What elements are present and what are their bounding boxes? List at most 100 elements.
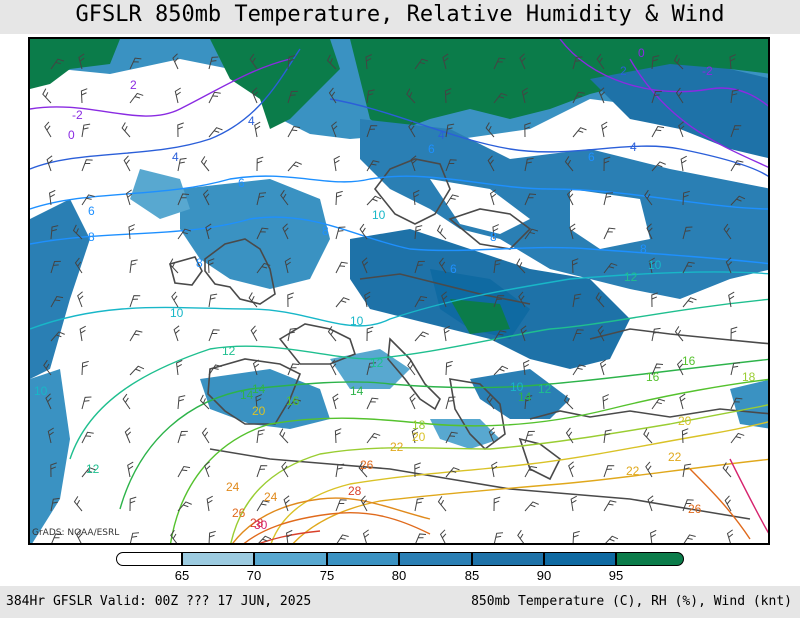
wind-barb bbox=[208, 56, 219, 70]
wind-barb bbox=[603, 227, 616, 240]
legend-threshold-label: 85 bbox=[464, 568, 480, 583]
wind-barb bbox=[599, 359, 607, 376]
wind-barb bbox=[366, 89, 375, 104]
wind-barb bbox=[74, 257, 83, 274]
wind-barb bbox=[129, 259, 138, 274]
wind-barb bbox=[177, 395, 186, 410]
wind-barb bbox=[414, 462, 421, 478]
wind-barb bbox=[335, 226, 346, 240]
contour-label: 2 bbox=[130, 78, 137, 92]
wind-barb bbox=[491, 461, 498, 478]
wind-barb bbox=[520, 325, 527, 342]
wind-barbs bbox=[42, 53, 746, 543]
contour-label: 14 bbox=[240, 388, 254, 402]
wind-barb bbox=[81, 159, 93, 172]
contour-label: 6 bbox=[588, 150, 595, 164]
wind-barb bbox=[173, 325, 180, 342]
wind-barb bbox=[595, 292, 605, 308]
contour-label: 24 bbox=[226, 480, 240, 494]
wind-barb bbox=[44, 121, 52, 138]
wind-barb bbox=[129, 496, 137, 512]
wind-barb bbox=[524, 122, 531, 138]
wind-barb bbox=[81, 123, 91, 138]
wind-barb bbox=[563, 394, 574, 410]
wind-barb bbox=[50, 533, 63, 543]
wind-barb bbox=[331, 121, 338, 138]
wind-barb bbox=[177, 193, 190, 206]
wind-barb bbox=[492, 224, 499, 240]
wind-barb bbox=[50, 295, 64, 308]
wind-barb bbox=[200, 156, 210, 172]
wind-barb bbox=[682, 190, 690, 206]
wind-barb bbox=[598, 87, 606, 104]
wind-barb bbox=[50, 497, 60, 512]
wind-barb bbox=[651, 55, 660, 70]
wind-barb bbox=[364, 291, 371, 308]
wind-barb bbox=[335, 190, 343, 206]
wind-barb bbox=[728, 291, 735, 308]
contour-label: 22 bbox=[626, 464, 640, 478]
wind-barb bbox=[445, 123, 455, 138]
wind-barb bbox=[441, 291, 448, 308]
wind-barb bbox=[486, 393, 495, 410]
wind-barb bbox=[411, 427, 418, 444]
wind-barb bbox=[730, 432, 745, 444]
wind-barb bbox=[572, 91, 585, 104]
wind-barb bbox=[673, 54, 684, 70]
contour-label: 10 bbox=[648, 258, 662, 272]
wind-barb bbox=[177, 122, 184, 138]
wind-barb bbox=[254, 121, 261, 138]
contour-label: 6 bbox=[238, 176, 245, 190]
contour-label: 18 bbox=[412, 418, 426, 432]
wind-barb bbox=[603, 192, 614, 206]
legend-color-box bbox=[254, 552, 327, 566]
wind-barb bbox=[566, 189, 574, 206]
wind-barb bbox=[256, 535, 272, 543]
wind-barb bbox=[524, 157, 534, 172]
wind-barb bbox=[199, 394, 210, 410]
wind-barb bbox=[72, 224, 83, 240]
wind-barb bbox=[414, 331, 429, 342]
wind-barb bbox=[125, 189, 133, 206]
wind-barb bbox=[285, 529, 293, 543]
wind-barb bbox=[287, 125, 301, 138]
wind-barb bbox=[568, 461, 575, 478]
wind-barb bbox=[206, 495, 213, 512]
contour-label: -2 bbox=[702, 64, 713, 78]
wind-barb bbox=[287, 161, 302, 172]
contour-label: 12 bbox=[624, 270, 638, 284]
wind-barb bbox=[251, 87, 259, 104]
wind-barb bbox=[723, 223, 732, 240]
wind-barb bbox=[414, 58, 429, 70]
contour-label: 6 bbox=[88, 204, 95, 218]
wind-barb bbox=[287, 363, 300, 376]
wind-barb bbox=[256, 156, 264, 172]
contour-label: 0 bbox=[638, 46, 645, 60]
wind-barb bbox=[129, 295, 141, 308]
contour-label: 14 bbox=[518, 390, 532, 404]
wind-barb bbox=[408, 121, 416, 138]
contour-label: 20 bbox=[252, 404, 266, 418]
wind-barb bbox=[170, 529, 179, 543]
wind-barb bbox=[177, 430, 188, 444]
wind-barb bbox=[572, 127, 587, 138]
wind-barb bbox=[50, 58, 65, 70]
wind-barb bbox=[127, 461, 134, 478]
wind-barb bbox=[207, 258, 215, 274]
wind-barb bbox=[208, 530, 216, 543]
wind-barb bbox=[445, 194, 459, 206]
wind-barb bbox=[414, 533, 427, 543]
wind-barb bbox=[493, 57, 506, 70]
wind-barb bbox=[177, 465, 191, 478]
wind-barb bbox=[730, 89, 739, 104]
contour-label: 22 bbox=[390, 440, 404, 454]
title-bar bbox=[0, 0, 800, 34]
wind-barb bbox=[682, 297, 697, 308]
wind-barb bbox=[644, 189, 653, 206]
wind-barb bbox=[128, 224, 135, 240]
wind-barb bbox=[366, 160, 380, 172]
wind-barb bbox=[42, 88, 52, 104]
wind-barb bbox=[493, 496, 501, 512]
contour-label: 30 bbox=[254, 518, 268, 532]
contour-label: 24 bbox=[264, 490, 278, 504]
